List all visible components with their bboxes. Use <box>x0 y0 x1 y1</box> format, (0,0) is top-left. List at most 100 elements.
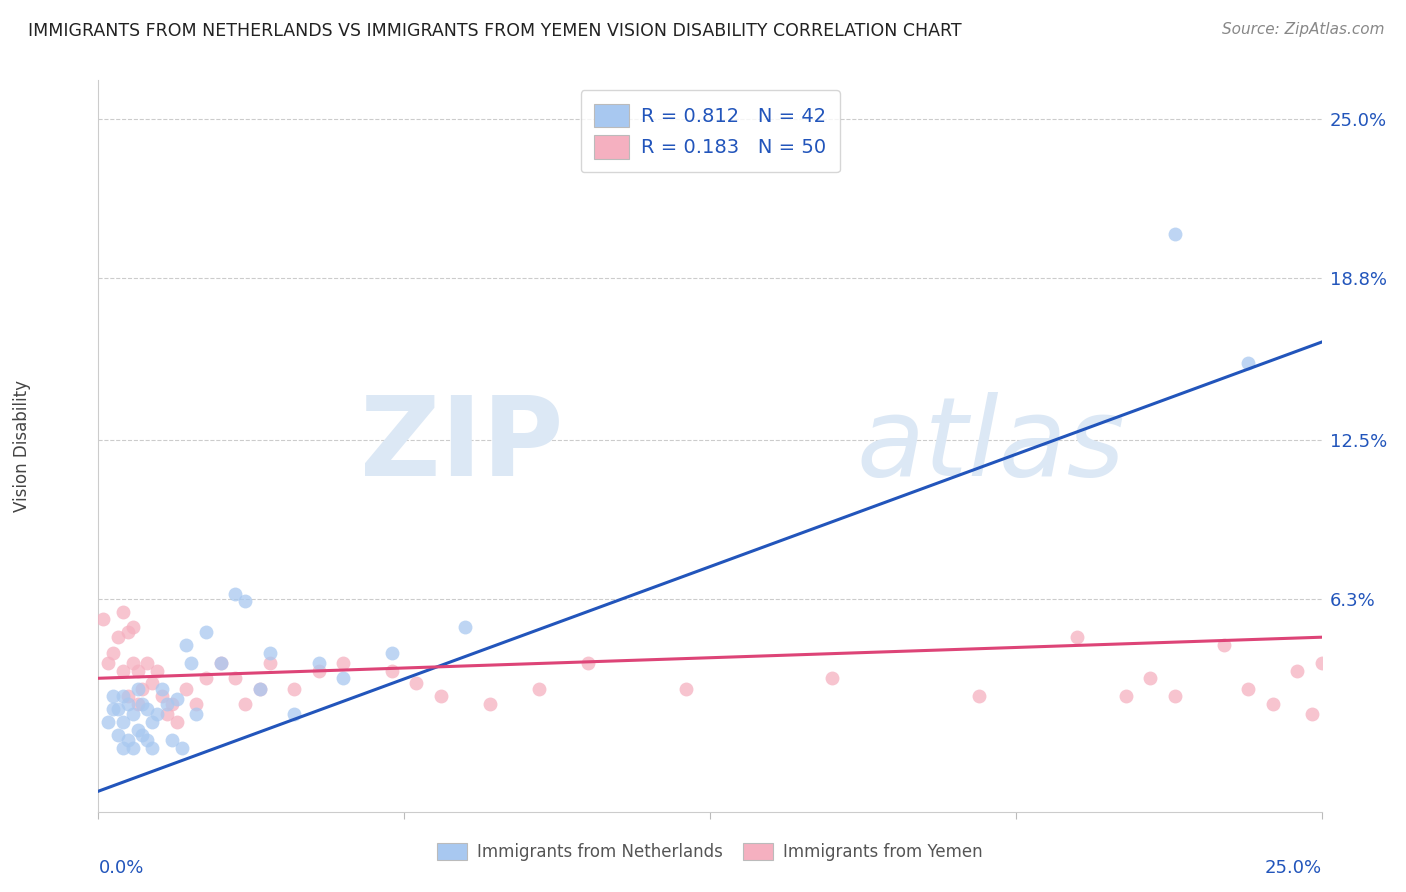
Point <box>127 723 149 737</box>
Point <box>1164 690 1187 704</box>
Point <box>97 656 120 670</box>
Point <box>233 594 256 608</box>
Point <box>195 671 218 685</box>
Point <box>127 697 149 711</box>
Point <box>101 646 124 660</box>
Text: ZIP: ZIP <box>360 392 564 500</box>
Point <box>121 620 143 634</box>
Point <box>141 714 163 729</box>
Point <box>249 681 271 696</box>
Point <box>91 612 114 626</box>
Point <box>141 676 163 690</box>
Point <box>1261 697 1284 711</box>
Point <box>117 697 139 711</box>
Point <box>209 656 232 670</box>
Point <box>136 656 159 670</box>
Point <box>121 656 143 670</box>
Point <box>209 656 232 670</box>
Point <box>233 697 256 711</box>
Point <box>136 732 159 747</box>
Point <box>381 646 404 660</box>
Point <box>821 671 844 685</box>
Point <box>224 671 246 685</box>
Point <box>131 728 153 742</box>
Point <box>1237 681 1260 696</box>
Text: Source: ZipAtlas.com: Source: ZipAtlas.com <box>1222 22 1385 37</box>
Point <box>1212 638 1234 652</box>
Point <box>259 646 281 660</box>
Point <box>150 690 173 704</box>
Point <box>332 671 354 685</box>
Point <box>101 702 124 716</box>
Point <box>1301 707 1323 722</box>
Point <box>166 714 188 729</box>
Point <box>156 707 179 722</box>
Point <box>111 690 134 704</box>
Point <box>136 702 159 716</box>
Point <box>156 697 179 711</box>
Point <box>170 740 193 755</box>
Point <box>454 620 477 634</box>
Point <box>308 656 330 670</box>
Point <box>111 664 134 678</box>
Point <box>107 702 129 716</box>
Point <box>117 690 139 704</box>
Point <box>405 676 427 690</box>
Point <box>332 656 354 670</box>
Point <box>675 681 697 696</box>
Point <box>176 681 198 696</box>
Point <box>127 681 149 696</box>
Text: Vision Disability: Vision Disability <box>13 380 31 512</box>
Point <box>259 656 281 670</box>
Point <box>180 656 202 670</box>
Point <box>1164 227 1187 242</box>
Point <box>131 681 153 696</box>
Point <box>121 740 143 755</box>
Point <box>127 664 149 678</box>
Point <box>576 656 599 670</box>
Point <box>1066 630 1088 644</box>
Point <box>224 586 246 600</box>
Point <box>381 664 404 678</box>
Point <box>101 690 124 704</box>
Point <box>146 707 169 722</box>
Point <box>160 697 183 711</box>
Point <box>186 707 208 722</box>
Text: atlas: atlas <box>856 392 1125 500</box>
Point <box>967 690 990 704</box>
Point <box>308 664 330 678</box>
Point <box>107 630 129 644</box>
Point <box>283 707 305 722</box>
Text: IMMIGRANTS FROM NETHERLANDS VS IMMIGRANTS FROM YEMEN VISION DISABILITY CORRELATI: IMMIGRANTS FROM NETHERLANDS VS IMMIGRANT… <box>28 22 962 40</box>
Point <box>195 625 218 640</box>
Point <box>111 605 134 619</box>
Text: 25.0%: 25.0% <box>1264 859 1322 877</box>
Point <box>121 707 143 722</box>
Point <box>131 697 153 711</box>
Point <box>176 638 198 652</box>
Point <box>186 697 208 711</box>
Point <box>1139 671 1161 685</box>
Point <box>430 690 453 704</box>
Text: 0.0%: 0.0% <box>98 859 143 877</box>
Point <box>111 740 134 755</box>
Point <box>1310 656 1333 670</box>
Point <box>160 732 183 747</box>
Point <box>1237 355 1260 369</box>
Point <box>111 714 134 729</box>
Point <box>107 728 129 742</box>
Point <box>166 691 188 706</box>
Point <box>146 664 169 678</box>
Point <box>150 681 173 696</box>
Point <box>1115 690 1137 704</box>
Point <box>478 697 501 711</box>
Point <box>117 732 139 747</box>
Point <box>283 681 305 696</box>
Point <box>117 625 139 640</box>
Point <box>141 740 163 755</box>
Legend: Immigrants from Netherlands, Immigrants from Yemen: Immigrants from Netherlands, Immigrants … <box>429 834 991 869</box>
Point <box>97 714 120 729</box>
Point <box>527 681 550 696</box>
Point <box>1286 664 1309 678</box>
Point <box>249 681 271 696</box>
